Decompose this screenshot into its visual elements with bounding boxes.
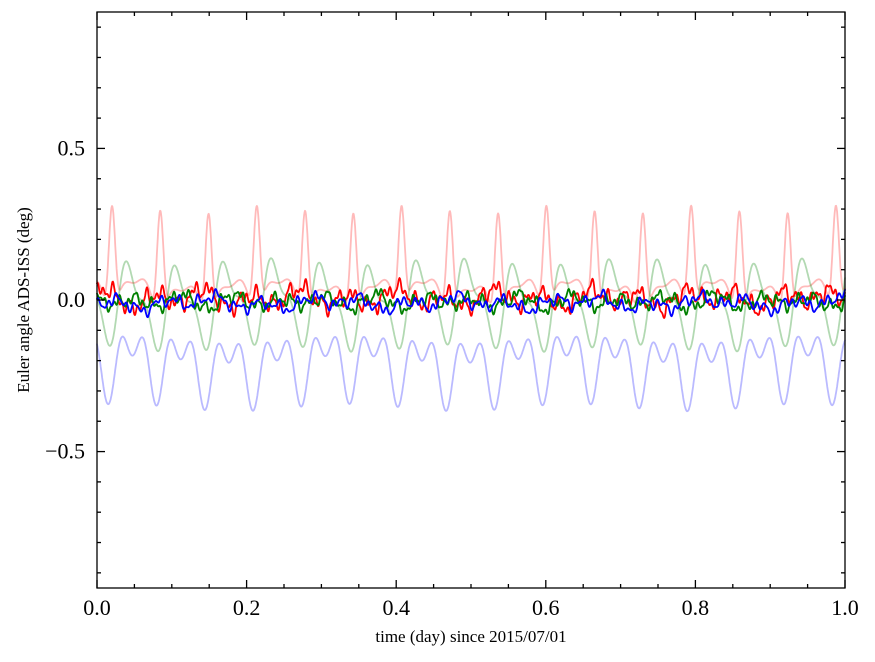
x-tick-label: 1.0 (831, 595, 859, 620)
y-axis-label: Euler angle ADS-ISS (deg) (14, 207, 33, 393)
x-tick-label: 0.2 (233, 595, 261, 620)
series-line-blue (96, 288, 846, 319)
x-tick-label: 0.0 (83, 595, 111, 620)
series-line-light-blue (96, 335, 846, 413)
x-tick-label: 0.4 (382, 595, 410, 620)
y-tick-label: 0.0 (58, 287, 86, 312)
x-tick-label: 0.8 (682, 595, 710, 620)
series-line-light-red (96, 204, 846, 304)
y-tick-label: −0.5 (45, 439, 85, 464)
y-tick-label: 0.5 (58, 135, 86, 160)
x-tick-label: 0.6 (532, 595, 560, 620)
series-line-green (96, 288, 846, 316)
x-axis-label: time (day) since 2015/07/01 (375, 627, 567, 646)
